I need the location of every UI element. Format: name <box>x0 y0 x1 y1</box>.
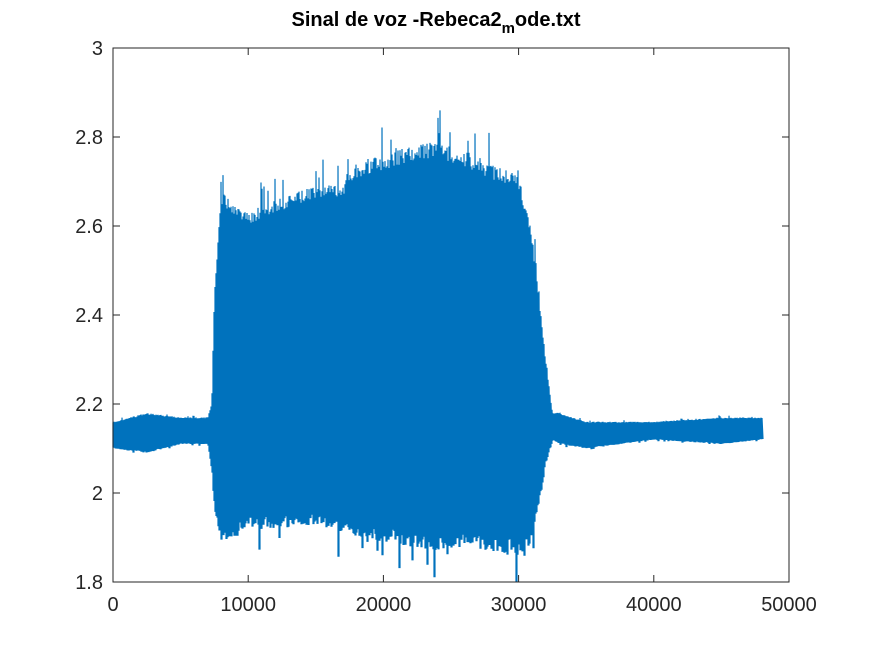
chart-title-main: Sinal de voz -Rebeca2 <box>292 9 502 31</box>
x-tick-label-4: 40000 <box>626 594 682 616</box>
y-tick-label-6: 3 <box>92 38 103 60</box>
x-tick-label-0: 0 <box>107 594 118 616</box>
chart-title-subscript: m <box>502 20 515 37</box>
x-tick-label-5: 50000 <box>761 594 817 616</box>
x-tick-label-1: 10000 <box>220 594 276 616</box>
chart-title-suffix: ode.txt <box>515 9 581 31</box>
y-axis-ticks: 1.8 2 2.2 2.4 2.6 2.8 3 <box>75 38 789 594</box>
y-tick-label-0: 1.8 <box>75 572 103 594</box>
chart-title: Sinal de voz -Rebeca2mode.txt <box>292 9 581 37</box>
y-tick-label-2: 2.2 <box>75 394 103 416</box>
y-tick-label-3: 2.4 <box>75 305 103 327</box>
y-tick-label-4: 2.6 <box>75 216 103 238</box>
y-tick-label-5: 2.8 <box>75 127 103 149</box>
x-axis-ticks: 0 10000 20000 30000 40000 50000 <box>107 48 817 616</box>
x-tick-label-3: 30000 <box>491 594 547 616</box>
y-tick-label-1: 2 <box>92 483 103 505</box>
x-tick-label-2: 20000 <box>356 594 412 616</box>
